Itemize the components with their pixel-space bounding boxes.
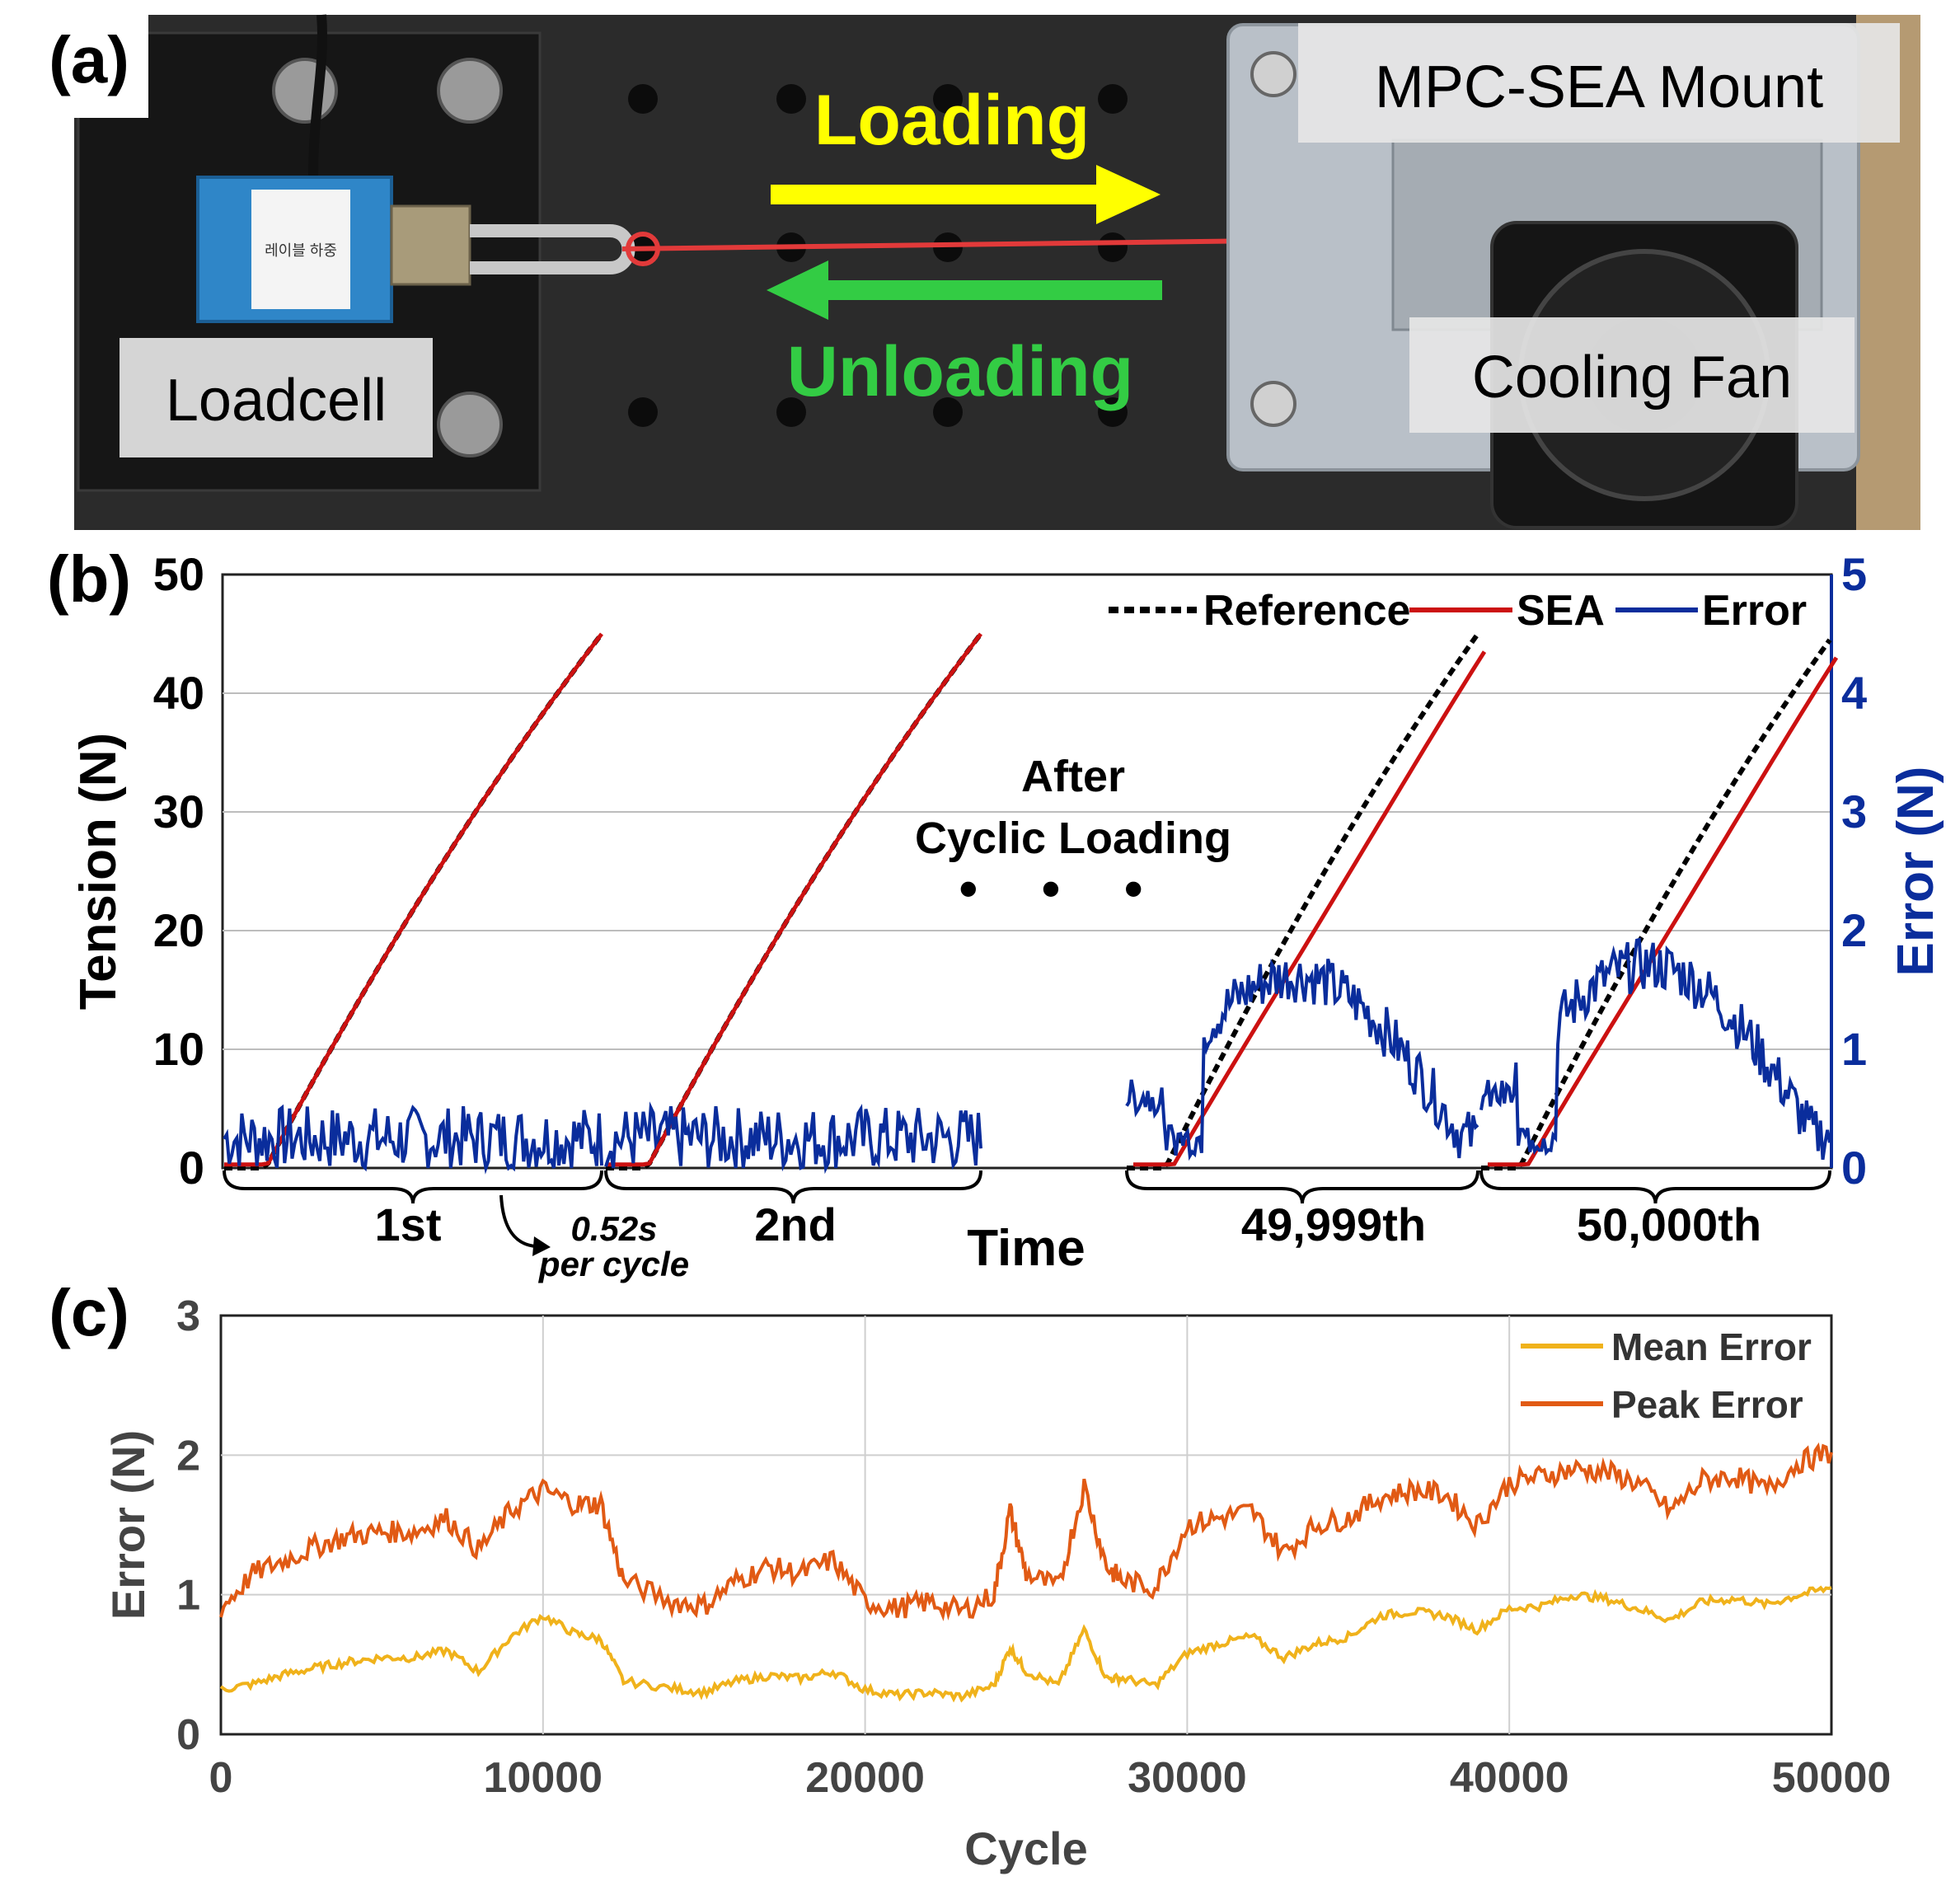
plot-c-x-ticks: 0 10000 20000 30000 40000 50000	[209, 1754, 1892, 1802]
peak-error-line	[219, 1442, 1833, 1621]
cycle-brace	[1125, 1170, 1479, 1204]
period-arrow-icon	[499, 1194, 537, 1248]
y-tick-label: 0	[176, 1711, 200, 1759]
legend-sea-label: SEA	[1517, 587, 1605, 635]
panel-b: (b) 0 10 20 30 40 50 0 1 2 3 4 5 Tension…	[47, 542, 1944, 1283]
x-tick-label: 20000	[805, 1754, 925, 1802]
left-tick-label: 50	[153, 548, 204, 600]
cycle-brace	[223, 1170, 603, 1204]
fan-label: Cooling Fan	[1472, 345, 1792, 410]
bolt-icon	[1250, 51, 1297, 97]
plot-c-legend: Mean Error Peak Error	[1521, 1325, 1812, 1426]
period-line2: per cycle	[538, 1245, 689, 1283]
left-axis-title: Tension (N)	[70, 733, 127, 1010]
panel-a-label: (a)	[49, 23, 129, 96]
annotation-after: After	[1021, 752, 1125, 801]
error-line	[1125, 958, 1479, 1161]
error-line	[1479, 937, 1831, 1161]
bolt-icon	[437, 58, 503, 124]
legend-mean-label: Mean Error	[1611, 1325, 1812, 1368]
y-tick-label: 2	[176, 1432, 200, 1480]
y-tick-label: 1	[176, 1572, 200, 1620]
plot-c-frame	[219, 1314, 1833, 1736]
left-tick-label: 10	[153, 1023, 204, 1075]
left-tick-label: 20	[153, 904, 204, 956]
string-knot	[626, 232, 660, 266]
left-tick-label: 0	[179, 1142, 204, 1194]
x-tick-label: 0	[209, 1754, 233, 1802]
period-arrowhead-icon	[532, 1236, 551, 1256]
legend-reference-label: Reference	[1203, 587, 1410, 635]
mount-callout	[1298, 23, 1900, 143]
sea-line	[1133, 650, 1487, 1167]
legend-error-label: Error	[1702, 587, 1807, 635]
plot-c-y-title: Error (N)	[102, 1430, 154, 1620]
left-tick-label: 30	[153, 786, 204, 837]
loading-label: Loading	[814, 81, 1090, 160]
plot-b-frame	[221, 573, 1833, 1170]
cycle-brace	[604, 1170, 982, 1204]
time-axis-title: Time	[967, 1220, 1086, 1277]
mount-label: MPC-SEA Mount	[1375, 54, 1823, 120]
right-tick-label: 4	[1841, 667, 1867, 719]
loadcell-label: Loadcell	[166, 368, 387, 434]
cycle-braces	[223, 1170, 1831, 1204]
period-line1: 0.52s	[570, 1209, 657, 1248]
y-tick-label: 3	[176, 1292, 200, 1340]
error-line	[223, 1104, 603, 1175]
plot-c-series	[219, 1442, 1833, 1703]
cycle-label-2nd: 2nd	[754, 1198, 837, 1250]
legend-peak-label: Peak Error	[1611, 1383, 1803, 1426]
panel-a: 레이블 하중 Loading Unloading Loadcell MPC-SE…	[25, 14, 1920, 530]
right-tick-label: 0	[1841, 1142, 1867, 1194]
plot-c-y-ticks: 0 1 2 3	[176, 1292, 200, 1759]
right-tick-label: 5	[1841, 548, 1867, 600]
plot-b-gridlines	[223, 692, 1831, 1050]
panel-c-label: (c)	[49, 1276, 129, 1349]
loadcell-callout	[120, 338, 433, 457]
right-tick-label: 2	[1841, 904, 1867, 956]
panel-b-label: (b)	[47, 542, 131, 616]
right-tick-label: 1	[1841, 1023, 1867, 1075]
fan-callout	[1409, 317, 1854, 433]
plot-b-left-ticks: 0 10 20 30 40 50	[153, 548, 204, 1194]
plate-holes	[628, 84, 1128, 427]
plot-c-x-title: Cycle	[964, 1822, 1087, 1874]
reference-line	[1127, 632, 1480, 1170]
error-line	[604, 1101, 982, 1175]
x-tick-label: 10000	[483, 1754, 603, 1802]
cycle-label-49999: 49,999th	[1241, 1198, 1426, 1250]
loading-arrow-icon	[771, 165, 1161, 224]
plot-b-right-ticks: 0 1 2 3 4 5	[1841, 548, 1867, 1194]
loadcell-connector	[390, 204, 471, 286]
annotation-ellipsis: • • •	[959, 859, 1168, 918]
right-axis-title: Error (N)	[1887, 767, 1944, 977]
panel-c: (c) 0 1 2 3 0 10000 20000 30000 40000 50…	[49, 1276, 1891, 1874]
loadcell-sticker	[251, 190, 350, 309]
bolt-icon	[272, 58, 338, 124]
bolt-icon	[437, 392, 503, 457]
annotation-cyclic-loading: Cyclic Loading	[915, 814, 1231, 863]
reference-line	[1481, 638, 1832, 1170]
x-tick-label: 40000	[1450, 1754, 1569, 1802]
loadcell-cable	[308, 14, 328, 178]
unloading-label: Unloading	[787, 332, 1133, 411]
mean-error-line	[219, 1585, 1832, 1703]
bolt-icon	[1250, 381, 1297, 427]
plot-b-legend: Reference SEA Error	[1109, 587, 1807, 635]
sea-line	[1488, 656, 1839, 1167]
cycle-label-50000: 50,000th	[1577, 1198, 1761, 1250]
loadcell-sticker-text: 레이블 하중	[265, 242, 337, 259]
x-tick-label: 30000	[1128, 1754, 1247, 1802]
cycle-label-1st: 1st	[375, 1198, 442, 1250]
plot-c-gridlines	[221, 1316, 1831, 1734]
panel-a-label-box	[25, 15, 148, 118]
left-tick-label: 40	[153, 667, 204, 719]
plot-b-series	[223, 632, 1839, 1175]
x-tick-label: 50000	[1772, 1754, 1892, 1802]
unloading-arrow-icon	[767, 260, 1162, 320]
cycle-brace	[1479, 1170, 1831, 1204]
right-tick-label: 3	[1841, 786, 1867, 837]
